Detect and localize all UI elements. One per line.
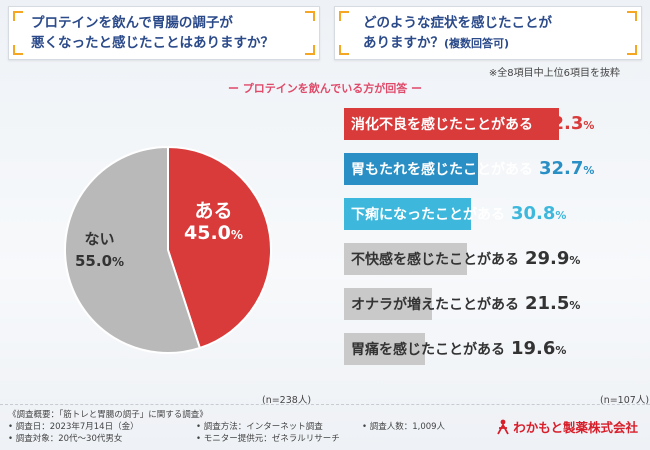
bar-value-pct: % bbox=[555, 209, 567, 222]
footer-target: • 調査対象：20代〜30代男女 bbox=[8, 434, 123, 444]
pie-no-label: ない bbox=[84, 230, 115, 248]
bar-label-row: 不快感を感じたことがある 29.9% bbox=[351, 243, 580, 275]
pie-yes-pct: % bbox=[230, 228, 243, 242]
bar-label-row: 胃痛を感じたことがある 19.6% bbox=[351, 333, 566, 365]
bar-value-label: 30.8% bbox=[511, 203, 566, 224]
bar-value-number: 32.7 bbox=[539, 158, 584, 179]
bar-label-row: 胃もたれを感じたことがある 32.7% bbox=[351, 153, 594, 185]
pie-slice-no bbox=[64, 145, 202, 354]
bar-fill bbox=[344, 153, 479, 185]
pie-yes-value: 45.0 bbox=[184, 222, 231, 244]
survey-footer: 《調査概要：「筋トレと胃腸の調子」に関する調査》 • 調査日：2023年7月14… bbox=[0, 404, 650, 450]
logo-text: わかもと製薬株式会社 bbox=[513, 420, 638, 435]
bar-category-label: 胃もたれを感じたことがある bbox=[351, 162, 533, 178]
question-right-suffix: (複数回答可) bbox=[444, 37, 510, 50]
bar-value-label: 21.5% bbox=[525, 293, 580, 314]
bar-value-pct: % bbox=[569, 299, 581, 312]
bar-value-number: 29.9 bbox=[525, 248, 570, 269]
question-left-line1: プロテインを飲んで胃腸の調子が bbox=[31, 15, 233, 31]
bar-category-label: 胃痛を感じたことがある bbox=[351, 342, 505, 358]
bar-value-label: 52.3% bbox=[539, 113, 594, 134]
pie-yes-label: ある bbox=[194, 200, 233, 222]
footer-provider: • モニター提供元：ゼネラルリサーチ bbox=[196, 434, 340, 444]
bar-value-label: 19.6% bbox=[511, 338, 566, 359]
bar-label-row: オナラが増えたことがある 21.5% bbox=[351, 288, 580, 320]
pie-no-value: 55.0 bbox=[75, 252, 113, 270]
bar-fill bbox=[344, 288, 433, 320]
question-right-line2: ありますか？ bbox=[363, 35, 444, 51]
bar-category-label: 消化不良を感じたことがある bbox=[351, 117, 533, 133]
bar-value-label: 29.9% bbox=[525, 248, 580, 269]
logo-figure-icon bbox=[497, 419, 510, 434]
question-right-line1: どのような症状を感じたことが bbox=[363, 15, 552, 31]
footer-overview: 《調査概要：「筋トレと胃腸の調子」に関する調査》 bbox=[8, 410, 208, 420]
bar-fill bbox=[344, 108, 559, 140]
bar-value-pct: % bbox=[555, 344, 567, 357]
pie-chart bbox=[64, 145, 272, 354]
bar-value-number: 52.3 bbox=[539, 113, 584, 134]
bar-category-label: 下痢になったことがある bbox=[351, 207, 505, 223]
bar-category-label: 不快感を感じたことがある bbox=[351, 252, 519, 268]
pie-no-pct: % bbox=[112, 255, 125, 269]
bar-value-label: 32.7% bbox=[539, 158, 594, 179]
question-left: プロテインを飲んで胃腸の調子が 悪くなったと感じたことはありますか？ bbox=[8, 6, 320, 60]
pie-n-label: (n=238人) bbox=[262, 395, 312, 406]
pie-label-yes: ある 45.0% bbox=[184, 200, 243, 246]
excerpt-note: ※全8項目中上位6項目を抜粋 bbox=[488, 68, 620, 79]
bar-label-row: 下痢になったことがある 30.8% bbox=[351, 198, 566, 230]
bar-value-number: 19.6 bbox=[511, 338, 556, 359]
bar-fill bbox=[344, 333, 425, 365]
bar-value-pct: % bbox=[583, 164, 595, 177]
bar-value-number: 30.8 bbox=[511, 203, 556, 224]
bar-value-pct: % bbox=[583, 119, 595, 132]
bar-category-label: オナラが増えたことがある bbox=[351, 297, 519, 313]
bar-label-row: 消化不良を感じたことがある 52.3% bbox=[351, 108, 594, 140]
bar-fill bbox=[344, 198, 471, 230]
pie-slice-yes bbox=[167, 145, 272, 350]
footer-method: • 調査方法：インターネット調査 bbox=[196, 422, 323, 432]
question-right: どのような症状を感じたことが ありますか？(複数回答可) bbox=[334, 6, 642, 60]
bars-n-label: (n=107人) bbox=[600, 395, 650, 406]
footer-date: • 調査日：2023年7月14日（金） bbox=[8, 422, 139, 432]
company-logo: わかもと製薬株式会社 bbox=[496, 417, 638, 436]
bar-value-pct: % bbox=[569, 254, 581, 267]
bar-fill bbox=[344, 243, 467, 275]
question-left-line2: 悪くなったと感じたことはありますか？ bbox=[31, 35, 274, 51]
respondent-subtitle: ー プロテインを飲んでいる方が回答 ー bbox=[227, 82, 423, 95]
pie-label-no: ない 55.0% bbox=[75, 228, 124, 273]
footer-count: • 調査人数：1,009人 bbox=[362, 422, 446, 432]
bar-value-number: 21.5 bbox=[525, 293, 570, 314]
